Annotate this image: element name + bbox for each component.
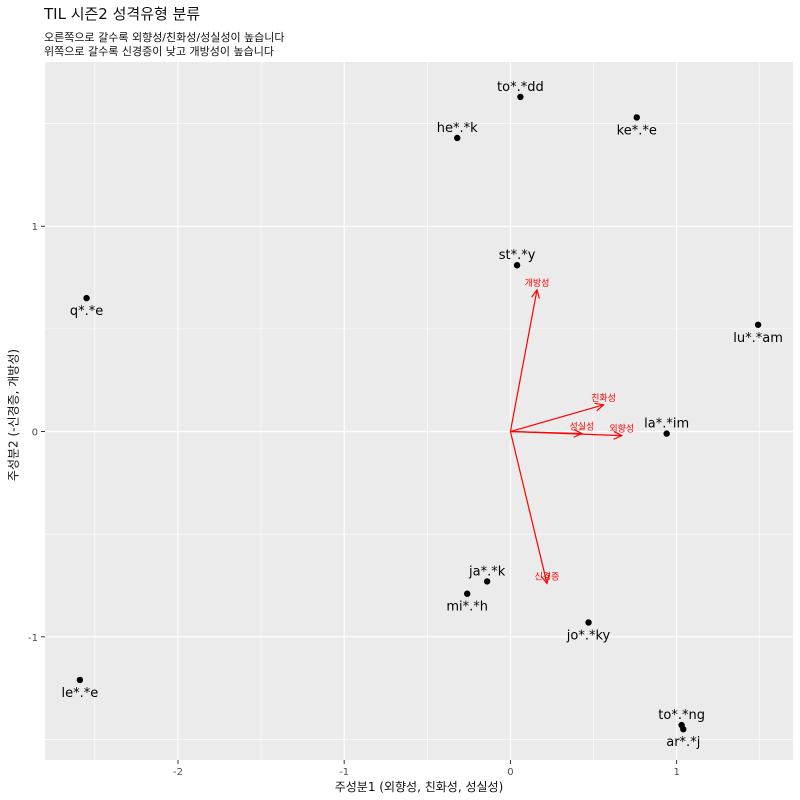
loading-arrowhead xyxy=(540,574,550,585)
loading-label: 친화성 xyxy=(591,393,616,404)
x-tick-label: 0 xyxy=(507,767,513,778)
chart-title: TIL 시즌2 성격유형 분류 xyxy=(44,5,201,23)
x-tick-label: 1 xyxy=(673,767,679,778)
point-label: jo*.*ky xyxy=(566,628,611,643)
point-label: lu*.*am xyxy=(733,331,783,346)
point-label: to*.*ng xyxy=(658,708,705,723)
loading-arrow xyxy=(509,289,538,432)
data-point xyxy=(83,294,90,302)
y-tick-label: 0 xyxy=(32,428,38,439)
point-label: la*.*im xyxy=(644,417,689,432)
data-point xyxy=(517,93,524,101)
loading-arrowhead xyxy=(531,288,540,299)
data-point xyxy=(483,578,491,585)
data-point xyxy=(680,726,687,733)
chart-subtitle-line-2: 위쪽으로 갈수록 신경증이 낮고 개방성이 높습니다 xyxy=(44,45,275,58)
chart-subtitle-line-1: 오른쪽으로 갈수록 외향성/친화성/성실성이 높습니다 xyxy=(44,31,285,44)
data-point xyxy=(585,619,592,626)
point-label: q*.*e xyxy=(70,304,103,319)
loading-arrow xyxy=(510,430,622,437)
point-label: st*.*y xyxy=(499,248,536,263)
x-tick-label: -2 xyxy=(173,767,183,778)
point-label: ja*.*k xyxy=(468,564,506,579)
loading-label: 외향성 xyxy=(609,423,634,435)
point-label: ke*.*e xyxy=(617,123,657,138)
plot-panel xyxy=(45,62,793,760)
point-label: mi*.*h xyxy=(446,600,488,615)
y-tick-label: -1 xyxy=(28,633,38,644)
x-axis-label: 주성분1 (외향성, 친화성, 성실성) xyxy=(334,780,504,794)
data-point xyxy=(464,590,471,597)
y-tick-label: 1 xyxy=(32,222,38,233)
point-label: he*.*k xyxy=(437,121,478,136)
loading-arrowhead xyxy=(594,402,605,412)
data-point xyxy=(76,676,84,684)
loading-label: 신경증 xyxy=(535,570,560,582)
x-tick-label: -1 xyxy=(339,767,349,778)
point-label: le*.*e xyxy=(62,686,99,701)
data-point xyxy=(633,114,640,121)
loading-arrow xyxy=(509,431,548,584)
data-point xyxy=(454,134,461,142)
loading-arrow xyxy=(510,404,604,433)
data-point xyxy=(663,430,670,437)
point-label: ar*.*j xyxy=(666,735,700,750)
loading-label: 개방성 xyxy=(525,278,550,289)
data-point xyxy=(513,262,521,269)
y-axis-label: 주성분2 (-신경증, 개방성) xyxy=(6,348,21,482)
data-point xyxy=(754,321,762,328)
loading-arrowhead xyxy=(613,430,624,440)
loading-label: 성실성 xyxy=(569,422,594,433)
point-label: to*.*dd xyxy=(497,80,544,95)
